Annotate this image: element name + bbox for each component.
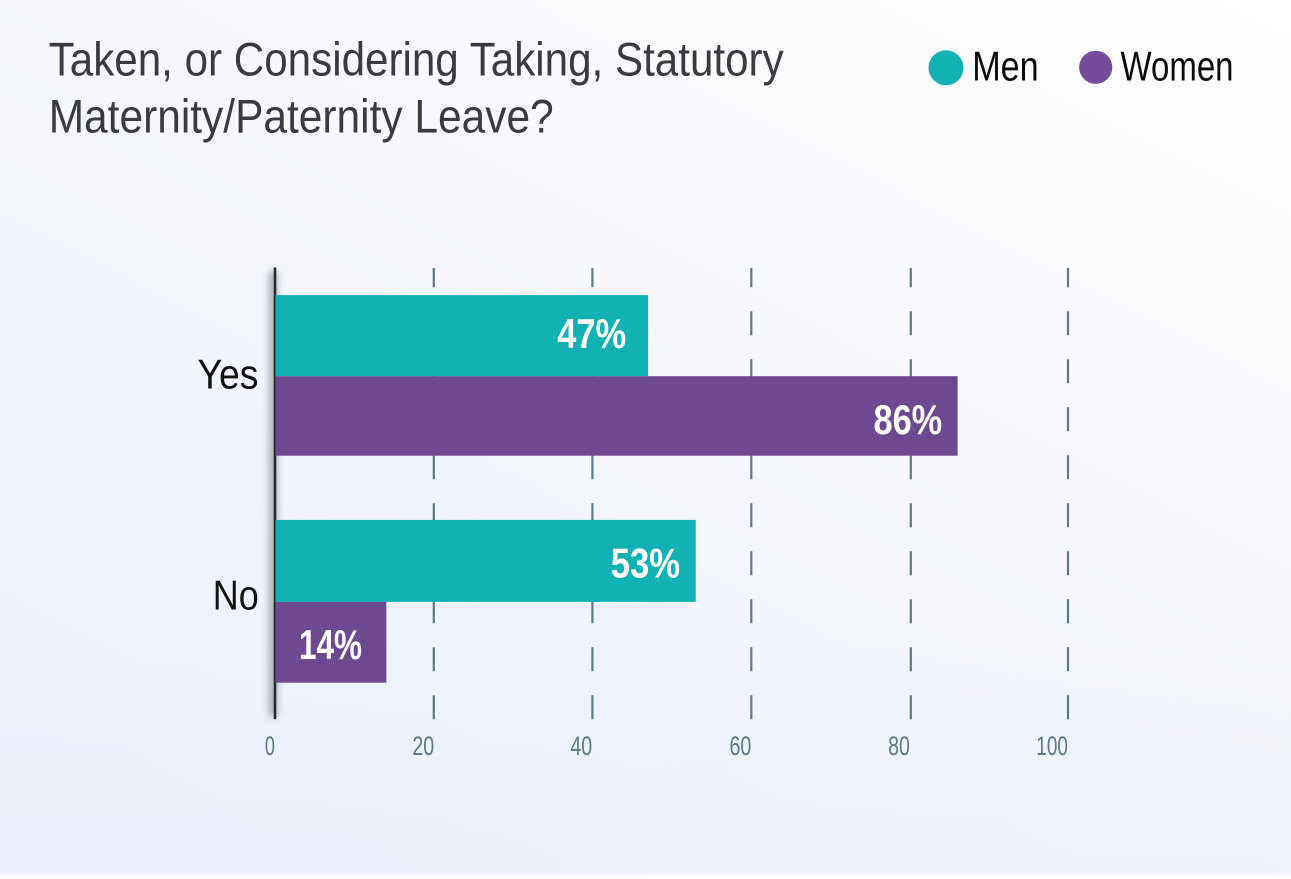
svg-text:60: 60 xyxy=(730,731,752,761)
svg-text:No: No xyxy=(213,572,259,619)
svg-text:Maternity/Paternity Leave?: Maternity/Paternity Leave? xyxy=(49,91,554,144)
svg-text:40: 40 xyxy=(570,731,592,761)
svg-text:Men: Men xyxy=(972,43,1038,90)
svg-text:100: 100 xyxy=(1036,731,1068,761)
svg-text:53%: 53% xyxy=(611,540,680,587)
svg-text:Taken, or Considering Taking,: Taken, or Considering Taking, Statutory xyxy=(49,34,784,87)
svg-text:0: 0 xyxy=(265,731,275,761)
svg-text:86%: 86% xyxy=(874,396,943,443)
svg-text:80: 80 xyxy=(888,731,910,761)
svg-text:47%: 47% xyxy=(557,310,626,357)
svg-text:Women: Women xyxy=(1121,43,1234,90)
svg-text:20: 20 xyxy=(412,731,434,761)
svg-text:14%: 14% xyxy=(299,621,362,668)
svg-text:Yes: Yes xyxy=(198,350,259,397)
